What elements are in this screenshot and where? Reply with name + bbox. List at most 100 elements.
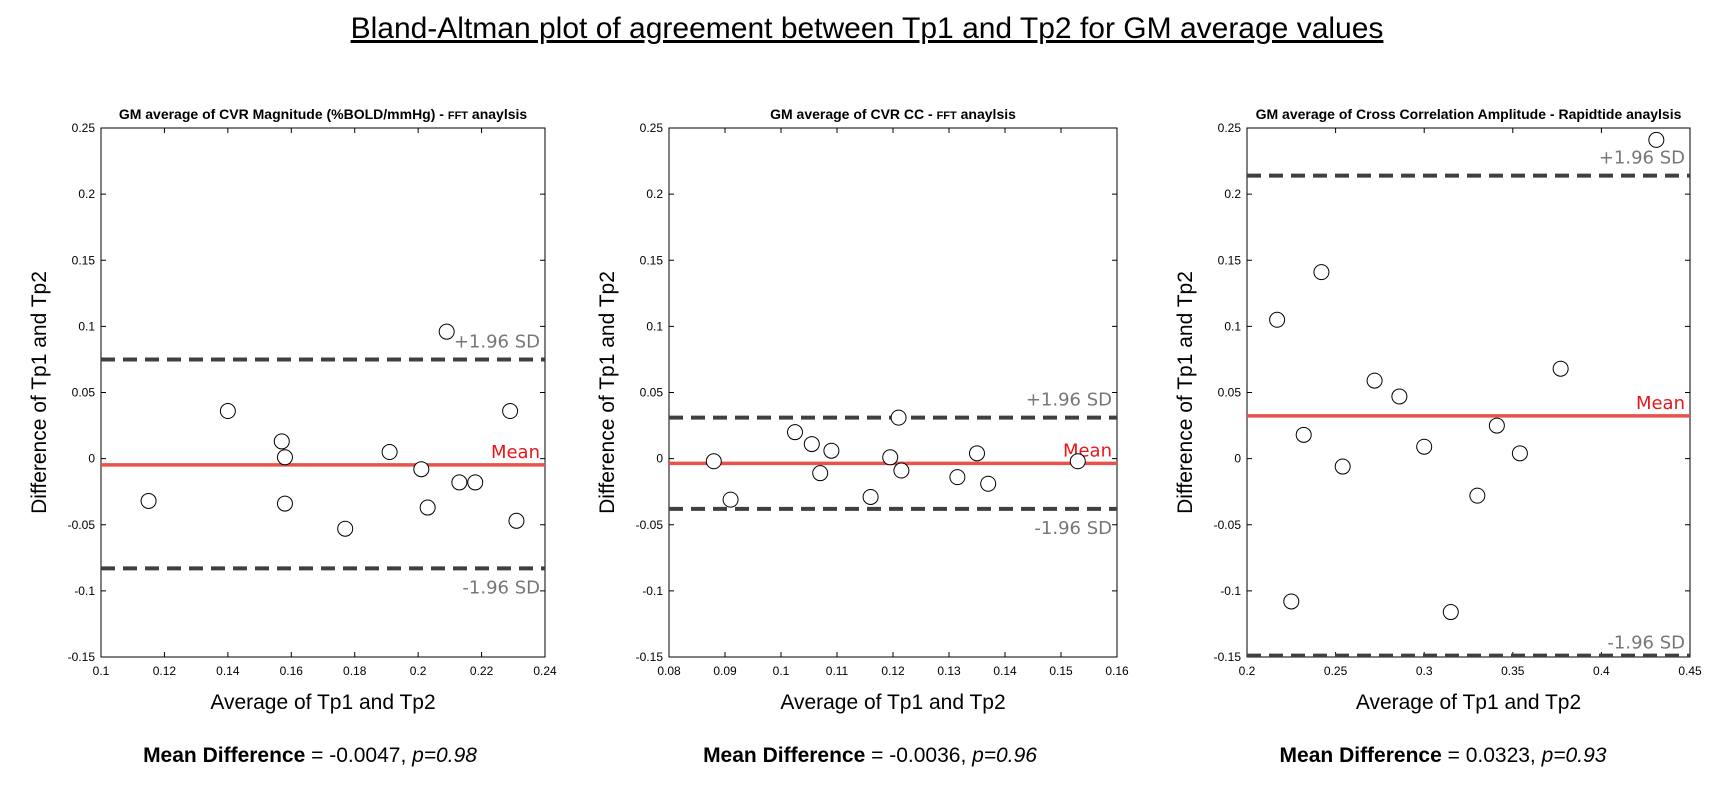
- panel-2-mean-label: Mean: [1063, 440, 1112, 461]
- panel-1-xlabel: Average of Tp1 and Tp2: [210, 691, 435, 714]
- panel-1-data-point: [419, 499, 436, 516]
- panel-3-xtick-label: 0.4: [1593, 664, 1610, 678]
- panel-3-ytick-label: -0.1: [1220, 584, 1241, 598]
- panel-2-ytick-label: 0: [656, 452, 663, 466]
- panel-3-data-point: [1283, 593, 1300, 610]
- panel-2-ytick-label: -0.15: [636, 650, 664, 664]
- panel-1-ytick-label: 0.1: [78, 319, 95, 333]
- panel-2-data-point: [705, 453, 722, 470]
- panel-2-ytick-label: -0.1: [642, 584, 663, 598]
- summary-2-p: p=0.96: [972, 744, 1037, 767]
- summary-1-value: = -0.0047,: [305, 744, 413, 767]
- panel-1-data-point: [413, 461, 430, 478]
- panel-2-data-point: [1069, 453, 1086, 470]
- panel-2-data-point: [890, 409, 907, 426]
- panel-3-data-point: [1469, 487, 1486, 504]
- panel-2-data-point: [862, 488, 879, 505]
- panel-1-xtick-label: 0.24: [533, 664, 557, 678]
- panel-3-xtick-label: 0.35: [1501, 664, 1525, 678]
- summary-3-label: Mean Difference: [1279, 744, 1442, 767]
- panel-2-data-point: [969, 445, 985, 462]
- panel-1-ylabel: Difference of Tp1 and Tp2: [28, 271, 51, 514]
- panel-2-lower-sd-label: -1.96 SD: [1034, 518, 1112, 539]
- panel-3-xtick-label: 0.3: [1416, 664, 1433, 678]
- panel-2-title: GM average of CVR CC - FFT anaylsis: [770, 106, 1016, 122]
- panel-2-ylabel: Difference of Tp1 and Tp2: [596, 271, 619, 514]
- panel-1-data-point: [273, 433, 290, 450]
- panel-1-data-point: [276, 495, 293, 512]
- panel-3-xtick-label: 0.2: [1239, 664, 1256, 678]
- panel-3-xtick-label: 0.45: [1678, 664, 1702, 678]
- panel-2-upper-sd-label: +1.96 SD: [1026, 390, 1112, 411]
- panel-1-data-point: [219, 403, 236, 420]
- panel-3-ytick-label: -0.15: [1214, 650, 1242, 664]
- panel-3-xlabel: Average of Tp1 and Tp2: [1356, 691, 1581, 714]
- panel-2-xtick-label: 0.13: [937, 664, 961, 678]
- panel-3-data-point: [1334, 458, 1351, 475]
- panel-1-data-point: [276, 449, 293, 466]
- panel-1-data-point: [467, 474, 484, 491]
- panel-1-ytick-label: -0.05: [68, 518, 96, 532]
- panel-3-title-main: GM average of Cross Correlation Amplitud…: [1256, 106, 1682, 122]
- panel-3-data-point: [1416, 438, 1433, 455]
- summary-1: Mean Difference = -0.0047, p=0.98: [143, 744, 477, 768]
- panel-2-xtick-label: 0.16: [1105, 664, 1129, 678]
- panel-3-title: GM average of Cross Correlation Amplitud…: [1256, 106, 1682, 122]
- panel-1-ytick-label: -0.15: [68, 650, 96, 664]
- panel-3-data-point: [1366, 372, 1383, 389]
- panel-2-xtick-label: 0.14: [993, 664, 1017, 678]
- panel-3-data-point: [1442, 604, 1459, 621]
- panel-3-ytick-label: 0.15: [1218, 253, 1242, 267]
- panel-1-data-point: [508, 512, 525, 529]
- panel-1-xtick-label: 0.22: [470, 664, 494, 678]
- panel-2-data-point: [823, 442, 840, 459]
- panel-3-mean-label: Mean: [1636, 393, 1685, 414]
- summary-2-value: = -0.0036,: [865, 744, 973, 767]
- panel-3-data-point: [1391, 388, 1408, 405]
- panel-2-xtick-label: 0.08: [657, 664, 681, 678]
- panel-1-ytick-label: 0.05: [72, 386, 96, 400]
- panel-3-upper-sd-label: +1.96 SD: [1599, 148, 1685, 169]
- panel-3-axes-box: [1246, 127, 1691, 658]
- panel-1-data-point: [451, 474, 468, 491]
- panel-3-data-point: [1552, 360, 1569, 377]
- panel-1-xtick-label: 0.16: [280, 664, 304, 678]
- panel-2-xtick-label: 0.12: [881, 664, 905, 678]
- panel-1-data-point: [140, 492, 157, 509]
- panel-2-ytick-label: -0.05: [636, 518, 664, 532]
- summary-3-p: p=0.93: [1541, 744, 1607, 767]
- panel-2-ytick-label: 0.15: [640, 253, 664, 267]
- panel-3-ytick-label: 0.25: [1218, 121, 1242, 135]
- panel-2-data-point: [893, 462, 910, 479]
- panel-1-xtick-label: 0.12: [153, 664, 177, 678]
- panel-2-ytick-label: 0.05: [640, 386, 664, 400]
- panel-2-ytick-label: 0.1: [646, 319, 663, 333]
- panel-1-data-point: [381, 444, 398, 461]
- panel-1-ytick-label: 0.15: [72, 253, 96, 267]
- panel-1-xtick-label: 0.1: [93, 664, 110, 678]
- panel-1-xtick-label: 0.2: [410, 664, 427, 678]
- panel-1-title-method: FFT: [448, 110, 468, 122]
- panel-2-ytick-label: 0.2: [646, 187, 663, 201]
- main-title: Bland-Altman plot of agreement between T…: [350, 12, 1384, 45]
- panel-2: GM average of CVR CC - FFT anaylsis -0.15…: [596, 106, 1129, 714]
- panel-1-mean-label: Mean: [491, 442, 540, 463]
- panel-2-ytick-label: 0.25: [640, 121, 664, 135]
- panel-2-xtick-label: 0.1: [773, 664, 790, 678]
- summary-3: Mean Difference = 0.0323, p=0.93: [1280, 744, 1607, 768]
- panel-2-xtick-label: 0.09: [713, 664, 737, 678]
- panel-3: GM average of Cross Correlation Amplitud…: [1174, 106, 1702, 714]
- panel-1-data-point: [502, 403, 519, 420]
- panel-2-title-end: anaylsis: [957, 106, 1016, 122]
- panel-3-data-point: [1269, 311, 1286, 328]
- panel-1-ytick-label: 0: [88, 452, 95, 466]
- panel-1-title-end: anaylsis: [468, 106, 527, 122]
- panel-3-lower-sd-label: -1.96 SD: [1607, 633, 1685, 654]
- panel-2-data-point: [980, 475, 997, 492]
- panel-3-ytick-label: 0.2: [1224, 187, 1241, 201]
- summary-2: Mean Difference = -0.0036, p=0.96: [703, 744, 1037, 768]
- panel-3-data-point: [1648, 131, 1665, 148]
- panel-3-data-point: [1511, 445, 1528, 462]
- panel-1-ytick-label: -0.1: [74, 584, 95, 598]
